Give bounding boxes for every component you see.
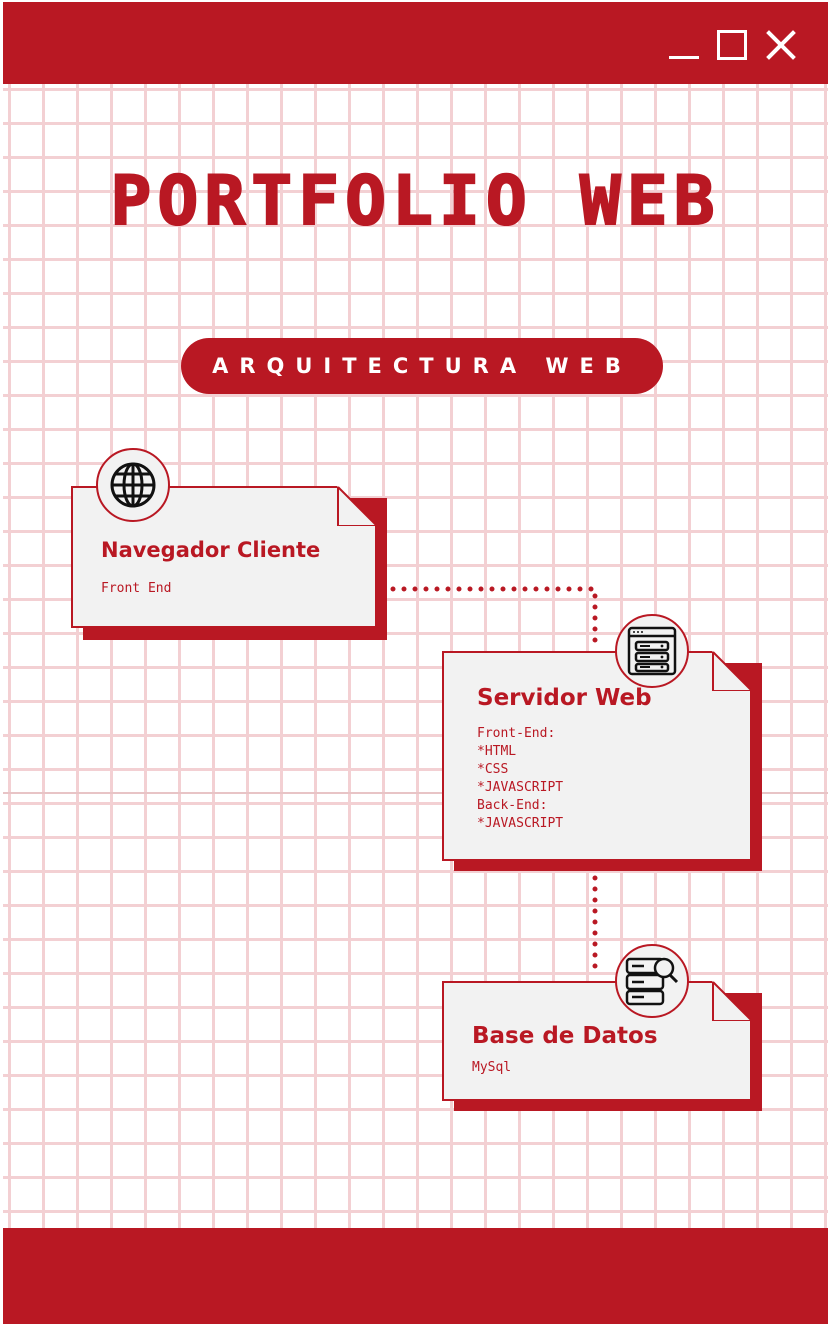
page-title: PORTFOLIO WEB: [109, 161, 721, 242]
page-fold: [712, 651, 752, 691]
node-server: Servidor Web Front-End: *HTML *CSS *JAVA…: [442, 651, 762, 871]
close-icon[interactable]: [763, 26, 799, 64]
server-window-icon: [615, 614, 689, 688]
subtitle-badge: ARQUITECTURA WEB: [181, 338, 663, 394]
node-detail: Front End: [101, 581, 172, 596]
globe-icon: [96, 448, 170, 522]
page: PORTFOLIO WEB ARQUITECTURA WEB Navegador…: [3, 2, 828, 1324]
page-fold: [712, 981, 752, 1021]
page-fold: [337, 486, 377, 526]
maximize-icon[interactable]: [713, 26, 749, 64]
node-title: Servidor Web: [477, 685, 652, 711]
node-database: Base de Datos MySql: [442, 981, 762, 1111]
database-search-icon: [615, 944, 689, 1018]
node-detail: MySql: [472, 1060, 512, 1075]
minimize-icon[interactable]: [667, 26, 703, 64]
divider-line: [3, 792, 828, 794]
connector-client-server: [390, 586, 598, 647]
title-bar: [3, 2, 828, 84]
node-title: Base de Datos: [472, 1023, 658, 1049]
connector-server-database: [592, 875, 598, 973]
node-client: Navegador Cliente Front End: [71, 486, 387, 640]
footer-bar: [3, 1228, 828, 1324]
node-detail: Front-End: *HTML *CSS *JAVASCRIPT Back-E…: [477, 726, 564, 831]
node-title: Navegador Cliente: [101, 538, 321, 562]
